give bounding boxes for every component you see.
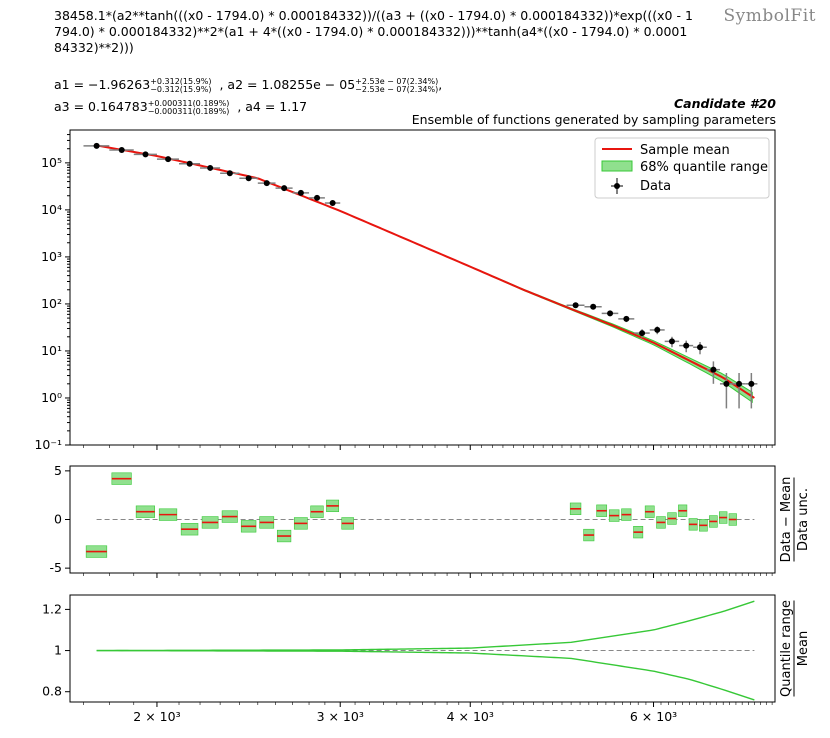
- data-point: [165, 156, 172, 163]
- legend-box: [594, 137, 770, 199]
- legend: Sample mean 68% quantile range Data: [594, 137, 770, 199]
- mid-y-tick-label: 5: [54, 463, 62, 478]
- bot-y-axis: 1.2 1 0.8: [42, 601, 70, 699]
- data-point: [329, 200, 336, 207]
- top-y-tick-label: 10⁰: [41, 390, 62, 405]
- data-point: [314, 194, 321, 201]
- data-point: [736, 380, 743, 387]
- param-a4: a4 = 1.17: [245, 99, 308, 114]
- data-point: [93, 142, 100, 149]
- x-tick-label: 6 × 10³: [630, 709, 677, 724]
- candidate-label: Candidate #20: [673, 96, 776, 111]
- legend-data-marker: [614, 183, 620, 189]
- param-a2-dn: −2.53e − 07(2.34%): [355, 84, 439, 94]
- data-point: [748, 380, 755, 387]
- bot-y-tick-label: 1: [54, 643, 62, 658]
- data-point: [207, 164, 214, 171]
- data-point: [623, 315, 630, 322]
- data-point: [710, 366, 717, 373]
- mid-y-tick-label: -5: [50, 560, 62, 575]
- ensemble-caption: Ensemble of functions generated by sampl…: [411, 112, 776, 127]
- data-point: [697, 344, 704, 351]
- mid-y-tick-label: 0: [54, 512, 62, 527]
- mid-y-axis: 5 0 -5: [50, 463, 70, 575]
- parameter-list: a1 = −1.96263 +0.312(15.9%) −0.312(15.9%),…: [54, 76, 443, 116]
- data-point: [186, 160, 193, 167]
- top-panel-content: [83, 142, 758, 409]
- legend-band-label: 68% quantile range: [640, 160, 768, 175]
- bot-panel-content: [96, 600, 755, 701]
- data-point: [142, 151, 149, 158]
- quantile-lower-line: [96, 649, 755, 701]
- data-point: [654, 326, 661, 333]
- x-tick-label: 2 × 10³: [133, 709, 180, 724]
- data-point: [607, 310, 614, 317]
- bot-ylabel-bottom: Mean: [796, 631, 811, 666]
- param-a2-up: +2.53e − 07(2.34%): [355, 76, 439, 86]
- data-point: [639, 330, 646, 337]
- legend-data-label: Data: [640, 179, 671, 194]
- data-point: [668, 338, 675, 345]
- data-point: [572, 302, 579, 309]
- mid-ylabel-top: Data − Mean: [779, 477, 794, 563]
- param-a1-up: +0.312(15.9%): [150, 76, 212, 86]
- param-a3-up: +0.000311(0.189%): [147, 98, 230, 108]
- mid-ylabel: Data − Mean Data unc.: [779, 477, 811, 563]
- data-point: [118, 146, 125, 153]
- x-tick-label: 4 × 10³: [447, 709, 494, 724]
- data-point: [263, 180, 270, 187]
- legend-mean-label: Sample mean: [640, 143, 730, 158]
- data-point: [683, 342, 690, 349]
- bot-y-tick-label: 1.2: [42, 601, 62, 616]
- quantile-upper-line: [96, 600, 755, 652]
- data-point: [281, 185, 288, 192]
- mid-ylabel-bottom: Data unc.: [796, 488, 811, 551]
- param-a1: a1 = −1.96263: [54, 77, 151, 92]
- data-point: [590, 303, 597, 310]
- mid-panel-content: [85, 472, 755, 558]
- data-point: [245, 175, 252, 182]
- legend-band-swatch: [601, 160, 633, 172]
- top-y-tick-label: 10²: [41, 296, 62, 311]
- fit-formula: 38458.1*(a2**tanh(((x0 - 1794.0) * 0.000…: [54, 8, 693, 55]
- mean-curve: [96, 144, 755, 399]
- data-point: [226, 170, 233, 177]
- param-a3-dn: −0.000311(0.189%): [147, 106, 230, 116]
- top-y-axis: 10⁵ 10⁴ 10³ 10² 10¹ 10⁰ 10⁻¹: [34, 134, 70, 452]
- param-a2: a2 = 1.08255e − 05: [227, 77, 356, 92]
- bot-y-tick-label: 0.8: [42, 684, 62, 699]
- top-y-tick-label: 10¹: [41, 343, 62, 358]
- top-y-tick-label: 10⁵: [41, 155, 62, 170]
- x-tick-label: 3 × 10³: [317, 709, 364, 724]
- data-point: [297, 189, 304, 196]
- data-point: [723, 380, 730, 387]
- param-a1-dn: −0.312(15.9%): [150, 84, 212, 94]
- top-y-tick-label: 10⁴: [41, 202, 62, 217]
- top-y-tick-label: 10³: [41, 249, 62, 264]
- top-y-tick-label: 10⁻¹: [34, 437, 62, 452]
- brand-logo: SymbolFit: [723, 6, 816, 26]
- x-axis: 2 × 10³ 3 × 10³ 4 × 10³ 6 × 10³: [83, 445, 773, 724]
- param-a3: a3 = 0.164783: [54, 99, 148, 114]
- bot-ylabel-top: Quantile range: [779, 600, 794, 697]
- bot-ylabel: Quantile range Mean: [779, 600, 811, 697]
